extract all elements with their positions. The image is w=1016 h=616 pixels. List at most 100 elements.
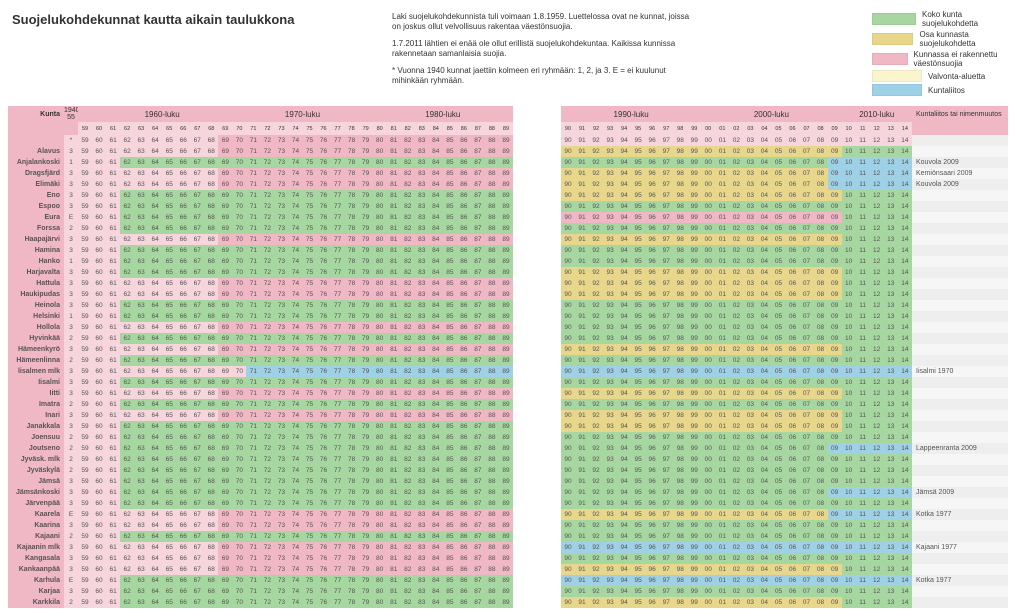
year-cell: 91: [575, 542, 589, 553]
year-cell: 95: [631, 465, 645, 476]
year-cell: 61: [106, 465, 120, 476]
year-cell: 96: [645, 135, 659, 146]
year-cell: 11: [856, 300, 870, 311]
year-cell: 97: [659, 564, 673, 575]
year-cell: 78: [345, 267, 359, 278]
year-cell: 62: [120, 575, 134, 586]
year-cell: 62: [120, 454, 134, 465]
year-cell: 90: [561, 487, 575, 498]
year-cell: 12: [870, 289, 884, 300]
year-cell: 84: [429, 487, 443, 498]
year-cell: 90: [561, 366, 575, 377]
year-cell: 93: [603, 355, 617, 366]
year-cell: 65: [162, 487, 176, 498]
year-cell: 62: [120, 432, 134, 443]
legend-item: Kuntaliitos: [872, 84, 965, 96]
year-cell: 05: [771, 399, 785, 410]
year-cell: 14: [898, 520, 912, 531]
year-cell: 70: [232, 410, 246, 421]
year-cell: 59: [78, 487, 92, 498]
year-cell: 78: [345, 245, 359, 256]
year-cell: 78: [345, 256, 359, 267]
year-cell: 89: [499, 146, 513, 157]
year-cell: 99: [687, 146, 701, 157]
year-cell: 65: [162, 245, 176, 256]
year-cell: 63: [134, 432, 148, 443]
year-cell: 74: [288, 509, 302, 520]
year-cell: 98: [673, 509, 687, 520]
year-cell: 86: [457, 454, 471, 465]
year-cell: 05: [771, 355, 785, 366]
year-cell: 73: [274, 267, 288, 278]
year-cell: 74: [288, 575, 302, 586]
year-cell: 84: [429, 333, 443, 344]
table-row: Hattula359606162636465666768697071727374…: [8, 278, 1008, 289]
year-cell: 73: [274, 256, 288, 267]
year-cell: 06: [785, 267, 799, 278]
year-cell: 94: [617, 542, 631, 553]
year-cell: 99: [687, 256, 701, 267]
year-cell: 61: [106, 267, 120, 278]
year-cell: 05: [771, 300, 785, 311]
col-header: 08: [814, 122, 828, 135]
year-cell: 10: [842, 322, 856, 333]
year-cell: 92: [589, 531, 603, 542]
year-cell: 89: [499, 432, 513, 443]
year-cell: 95: [631, 344, 645, 355]
year-cell: 80: [373, 399, 387, 410]
legend-item: Valvonta-aluetta: [872, 70, 985, 82]
year-cell: 77: [331, 223, 345, 234]
year-cell: 72: [260, 476, 274, 487]
year-cell: 66: [176, 542, 190, 553]
year-cell: 07: [800, 267, 814, 278]
year-cell: 01: [715, 289, 729, 300]
year-cell: 06: [785, 564, 799, 575]
year-cell: 97: [659, 509, 673, 520]
year-cell: 71: [246, 454, 260, 465]
year-cell: 84: [429, 267, 443, 278]
year-cell: 74: [288, 135, 302, 146]
year-cell: 78: [345, 454, 359, 465]
year-cell: 03: [743, 146, 757, 157]
year-cell: 61: [106, 146, 120, 157]
group-cell: 3: [64, 146, 78, 157]
year-cell: 68: [204, 289, 218, 300]
year-cell: 10: [842, 223, 856, 234]
year-cell: 76: [317, 322, 331, 333]
year-cell: 73: [274, 245, 288, 256]
year-cell: 85: [443, 509, 457, 520]
year-cell: 02: [729, 212, 743, 223]
year-cell: 91: [575, 179, 589, 190]
year-cell: 14: [898, 443, 912, 454]
year-cell: 80: [373, 586, 387, 597]
year-cell: 71: [246, 311, 260, 322]
year-cell: 62: [120, 146, 134, 157]
year-cell: 97: [659, 388, 673, 399]
year-cell: 87: [471, 454, 485, 465]
year-cell: 66: [176, 509, 190, 520]
year-cell: 97: [659, 377, 673, 388]
year-cell: 94: [617, 421, 631, 432]
year-cell: 74: [288, 366, 302, 377]
year-cell: 89: [499, 278, 513, 289]
year-cell: 12: [870, 179, 884, 190]
year-cell: 85: [443, 234, 457, 245]
year-cell: 07: [800, 399, 814, 410]
year-cell: 67: [190, 333, 204, 344]
year-cell: 69: [218, 355, 232, 366]
year-cell: 01: [715, 421, 729, 432]
year-cell: 10: [842, 498, 856, 509]
year-cell: 99: [687, 311, 701, 322]
year-cell: 73: [274, 179, 288, 190]
year-cell: 83: [415, 179, 429, 190]
year-cell: 98: [673, 322, 687, 333]
year-cell: 64: [148, 311, 162, 322]
year-cell: 69: [218, 344, 232, 355]
year-cell: 59: [78, 344, 92, 355]
year-cell: 84: [429, 476, 443, 487]
year-cell: 65: [162, 476, 176, 487]
year-cell: 00: [701, 344, 715, 355]
note-cell: [912, 333, 1008, 344]
year-cell: 64: [148, 575, 162, 586]
year-cell: 59: [78, 311, 92, 322]
